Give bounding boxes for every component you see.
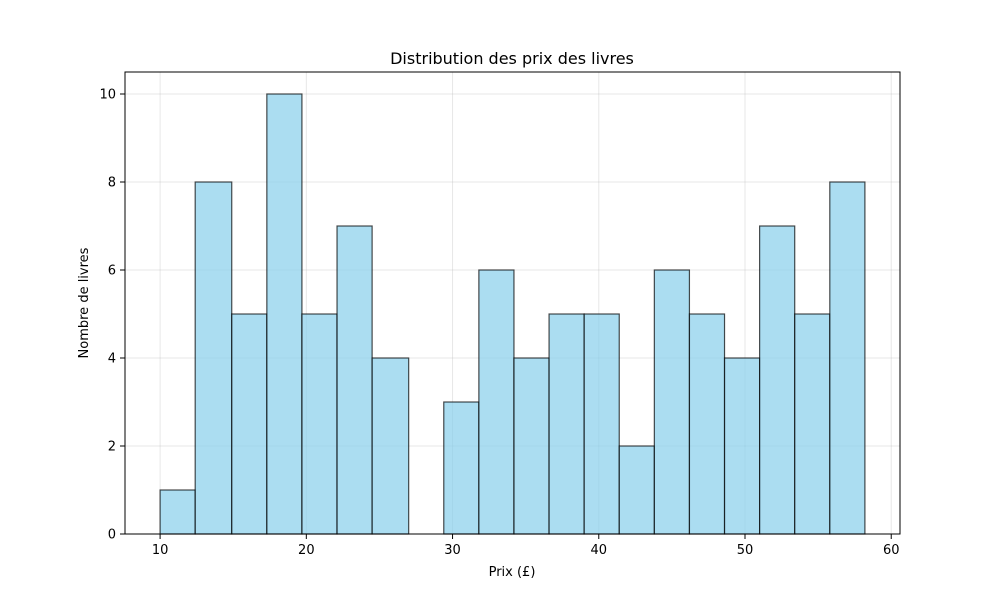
x-axis-ticks: 10 20 30 40 50 60	[152, 534, 900, 558]
y-tick-label: 6	[108, 264, 116, 279]
histogram-bar	[443, 401, 480, 535]
x-axis-label: Prix (£)	[489, 565, 536, 580]
histogram-bar	[618, 445, 655, 535]
y-tick-label: 2	[108, 440, 116, 455]
histogram-bars	[159, 93, 866, 535]
histogram-bar	[688, 313, 726, 535]
histogram-bar	[759, 225, 796, 535]
histogram-bar	[583, 313, 620, 535]
histogram-bar	[194, 181, 233, 535]
histogram-bar	[794, 313, 831, 535]
histogram-bar	[159, 489, 196, 535]
x-tick-label: 30	[444, 543, 461, 558]
y-tick-label: 0	[108, 528, 116, 543]
histogram-bar	[513, 357, 550, 535]
chart-title: Distribution des prix des livres	[390, 49, 634, 68]
y-tick-label: 10	[99, 88, 116, 103]
histogram-bar	[653, 269, 691, 535]
y-axis-ticks: 0 2 4 6 8 10	[99, 88, 125, 543]
histogram-bar	[478, 269, 515, 535]
x-tick-label: 10	[152, 543, 169, 558]
histogram-bar	[723, 357, 761, 535]
x-tick-label: 60	[883, 543, 900, 558]
y-tick-label: 4	[108, 352, 116, 367]
histogram-bar	[371, 357, 410, 535]
histogram-bar	[829, 181, 866, 535]
y-tick-label: 8	[108, 176, 116, 191]
histogram-bar	[266, 93, 303, 535]
plot-area-frame	[124, 71, 901, 535]
x-tick-label: 20	[298, 543, 315, 558]
y-axis-label: Nombre de livres	[77, 247, 92, 358]
histogram-bar	[231, 313, 268, 535]
x-tick-label: 40	[591, 543, 608, 558]
x-tick-label: 50	[737, 543, 754, 558]
histogram-bar	[301, 313, 338, 535]
histogram-bar	[548, 313, 585, 535]
histogram-bar	[336, 225, 373, 535]
